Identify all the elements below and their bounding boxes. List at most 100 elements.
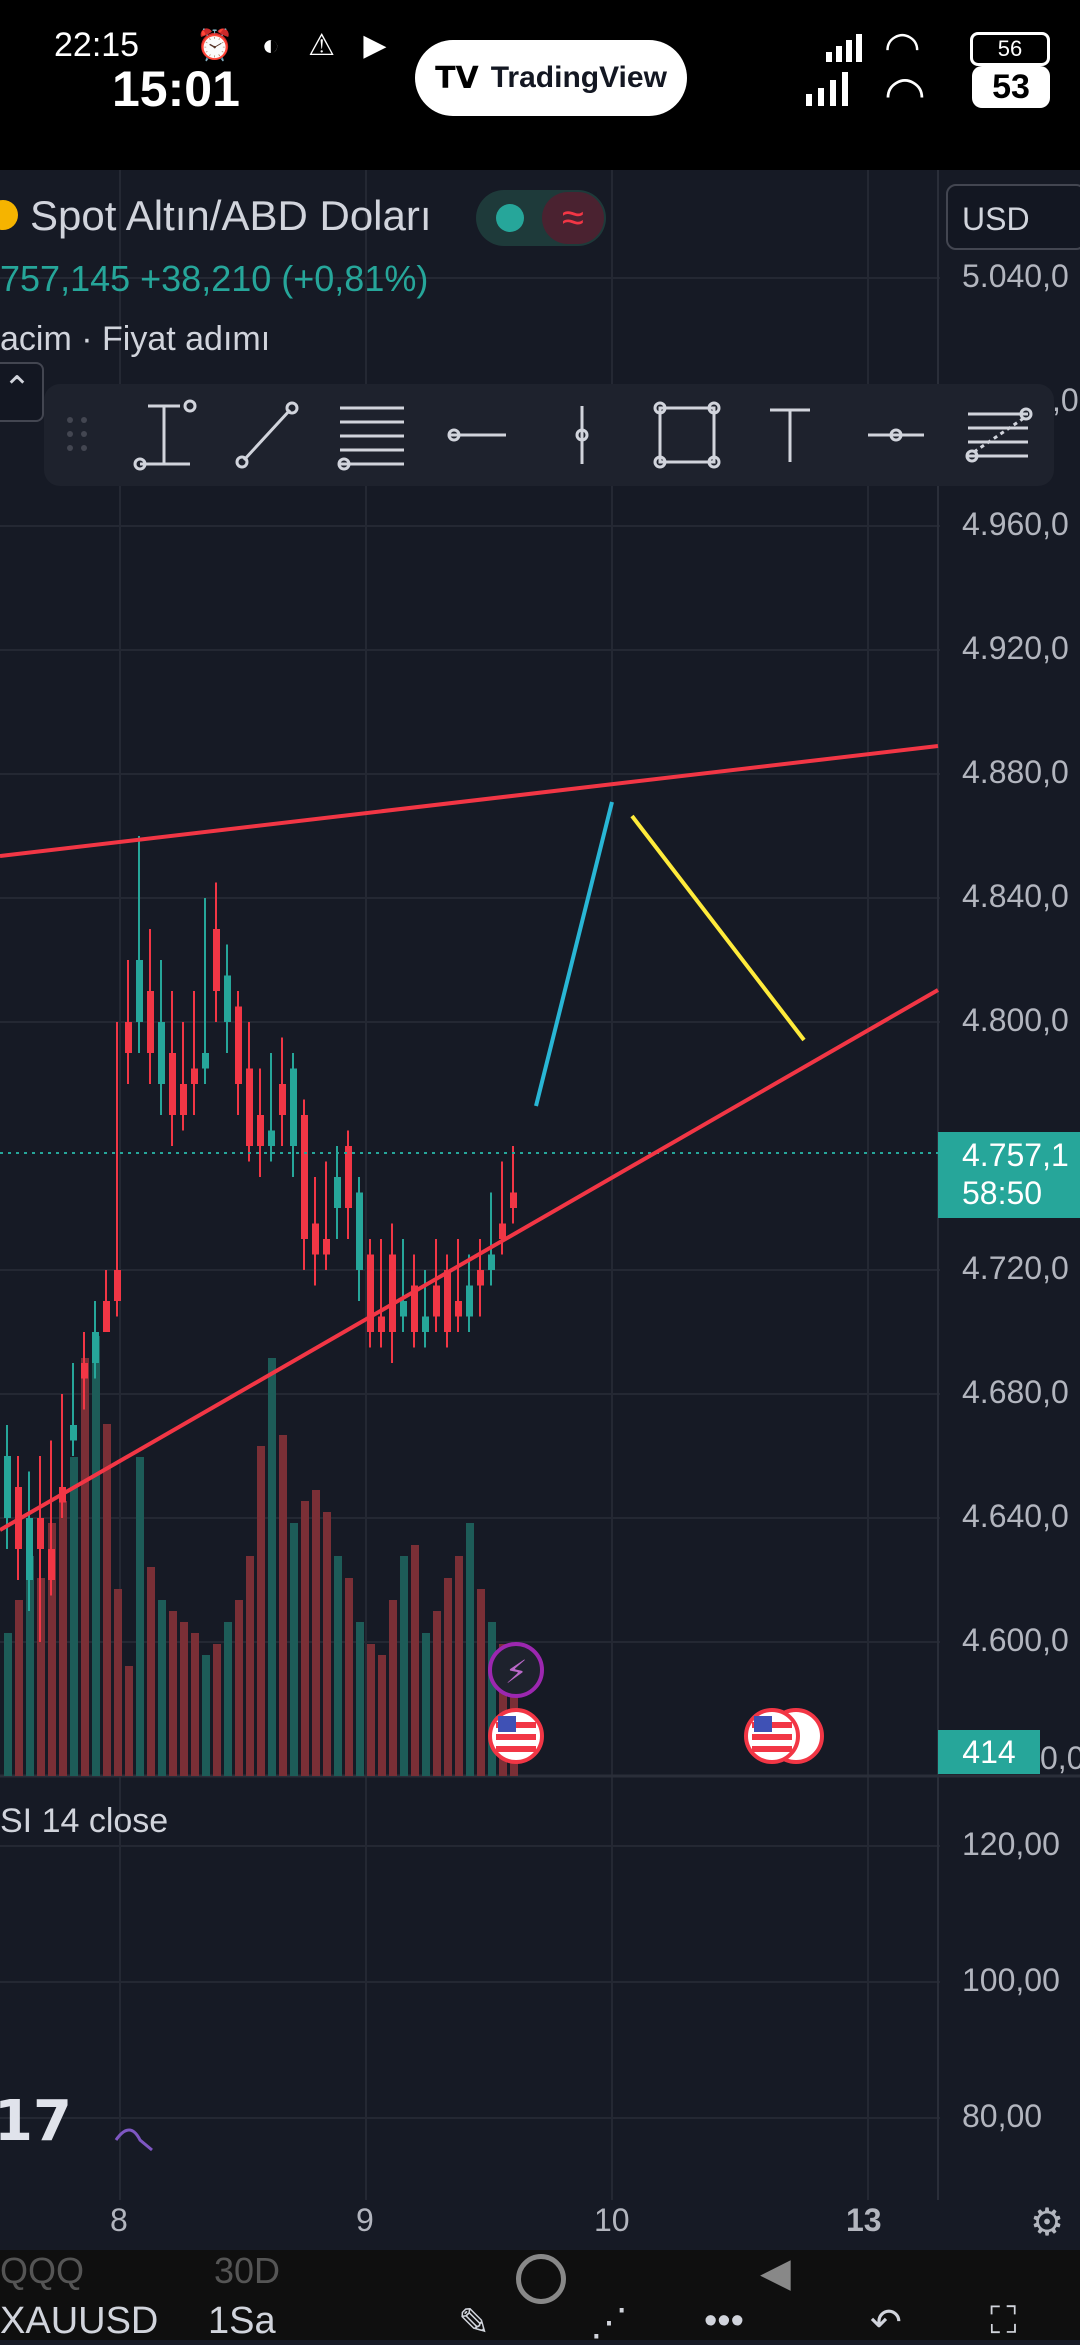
- volume-bar: [389, 1600, 397, 1776]
- rectangle-icon[interactable]: [653, 401, 721, 469]
- price-range-icon[interactable]: [133, 399, 197, 471]
- lower-trendline[interactable]: [0, 988, 939, 1532]
- toolbar-icons: [67, 399, 1033, 471]
- undo-icon[interactable]: ↶: [870, 2302, 902, 2344]
- tab-qqq[interactable]: QQQ: [0, 2250, 85, 2291]
- candle-body: [224, 975, 231, 1022]
- volume-bar: [444, 1578, 452, 1776]
- candle-body: [268, 1130, 275, 1146]
- candle-body: [158, 1022, 165, 1084]
- horizontal-lines-icon[interactable]: [337, 406, 404, 471]
- more-menu-icon[interactable]: •••: [704, 2300, 744, 2342]
- yellow-projection-line[interactable]: [630, 814, 806, 1042]
- volume-bar: [158, 1600, 166, 1776]
- battery-icon-2: 53: [972, 66, 1050, 108]
- volume-bar: [356, 1622, 364, 1776]
- candle-body: [499, 1223, 506, 1239]
- fib-retracement-icon[interactable]: [965, 407, 1033, 463]
- notification-icons: ⏰ ◐ ⚠ ▶: [196, 29, 397, 62]
- candle-body: [477, 1270, 484, 1286]
- clock-small: 22:15: [54, 26, 140, 64]
- price-axis-label: 4.800,0: [962, 1002, 1069, 1038]
- volume-tag: 414: [938, 1730, 1040, 1774]
- current-price-value: 4.757,1: [962, 1137, 1069, 1173]
- interval-button[interactable]: 1Sa: [208, 2300, 276, 2342]
- volume-bar: [400, 1556, 408, 1776]
- candle-body: [312, 1223, 319, 1255]
- volume-bar: [92, 1336, 100, 1776]
- symbol-title[interactable]: Spot Altın/ABD Doları: [30, 192, 432, 239]
- us-flag-icon-group[interactable]: [744, 1708, 824, 1764]
- candle-body: [279, 1084, 286, 1115]
- candle-body: [81, 1363, 88, 1379]
- symbol-button[interactable]: XAUUSD: [0, 2300, 159, 2342]
- volume-bar: [114, 1589, 122, 1776]
- volume-bar: [59, 1501, 67, 1776]
- chart-settings-gear-icon[interactable]: ⚙: [1030, 2202, 1065, 2244]
- volume-bar: [257, 1446, 265, 1776]
- volume-bar: [323, 1512, 331, 1776]
- price-axis-label: 4.880,0: [962, 754, 1069, 790]
- candle-body: [411, 1285, 418, 1332]
- indicators-icon[interactable]: ⋰: [590, 2302, 628, 2344]
- legend-subtitle[interactable]: acim · Fiyat adımı: [0, 320, 271, 358]
- candle-body: [510, 1192, 517, 1208]
- tab-30d[interactable]: 30D: [214, 2250, 281, 2291]
- volume-bars: [4, 1336, 518, 1776]
- candle-body: [92, 1332, 99, 1363]
- volume-bar: [290, 1523, 298, 1776]
- price-axis-label: 4.680,0: [962, 1374, 1069, 1410]
- clock-big: 15:01: [112, 61, 240, 117]
- candle-body: [301, 1115, 308, 1239]
- volume-bar: [180, 1622, 188, 1776]
- time-axis-label: 9: [356, 2202, 374, 2238]
- candle-body: [70, 1425, 77, 1441]
- volume-bar: [466, 1523, 474, 1776]
- upper-trendline[interactable]: [0, 744, 939, 858]
- cross-line-icon[interactable]: [868, 428, 924, 442]
- candle-body: [147, 991, 154, 1053]
- drag-handle-icon[interactable]: [67, 417, 87, 451]
- volume-bar: [103, 1424, 111, 1776]
- fullscreen-icon[interactable]: ⛶: [990, 2300, 1017, 2342]
- volume-bar: [268, 1358, 276, 1776]
- candle-body: [257, 1115, 264, 1146]
- time-axis-label: 10: [594, 2202, 630, 2238]
- draw-pencil-icon[interactable]: ✎: [458, 2302, 490, 2344]
- back-button-icon[interactable]: ◀: [760, 2251, 791, 2295]
- volume-bar: [411, 1545, 419, 1776]
- volume-bar: [367, 1644, 375, 1776]
- candle-body: [455, 1301, 462, 1317]
- price-axis-label: ,0: [1052, 382, 1079, 418]
- home-button-icon[interactable]: [516, 2254, 566, 2304]
- candle-body: [433, 1285, 440, 1317]
- candle-body: [323, 1239, 330, 1255]
- candle-body: [48, 1549, 55, 1580]
- candle-body: [367, 1254, 374, 1332]
- us-flag-icon[interactable]: [488, 1708, 544, 1764]
- collapse-legend-button[interactable]: ⌃: [0, 362, 44, 422]
- lightning-event-icon[interactable]: [488, 1642, 544, 1698]
- tradingview-pill[interactable]: 𝗧𝗩 TradingView: [415, 40, 687, 116]
- rsi-axis-label: 100,00: [962, 1962, 1060, 1998]
- blue-projection-line[interactable]: [534, 801, 614, 1107]
- price-axis-label: 4.600,0: [962, 1622, 1069, 1658]
- candle-body: [169, 1053, 176, 1115]
- bar-countdown: 58:50: [962, 1175, 1043, 1211]
- currency-selector[interactable]: USD: [946, 184, 1080, 250]
- app-name: TradingView: [490, 61, 667, 94]
- market-status-badge[interactable]: ≈: [476, 190, 606, 246]
- rsi-legend[interactable]: SI 14 close: [0, 1802, 169, 1840]
- trend-line-icon[interactable]: [235, 401, 299, 469]
- price-axis-label: 4.640,0: [962, 1498, 1069, 1534]
- rsi-axis-label: 120,00: [962, 1826, 1060, 1862]
- horizontal-ray-icon[interactable]: [447, 428, 506, 442]
- candle-body: [235, 1006, 242, 1084]
- rsi-line: [114, 2128, 153, 2152]
- text-icon[interactable]: [770, 408, 810, 462]
- volume-bar: [70, 1457, 78, 1776]
- vertical-line-icon[interactable]: [575, 406, 589, 464]
- volume-bar: [433, 1611, 441, 1776]
- current-price-tag[interactable]: 4.757,1 58:50: [938, 1132, 1080, 1218]
